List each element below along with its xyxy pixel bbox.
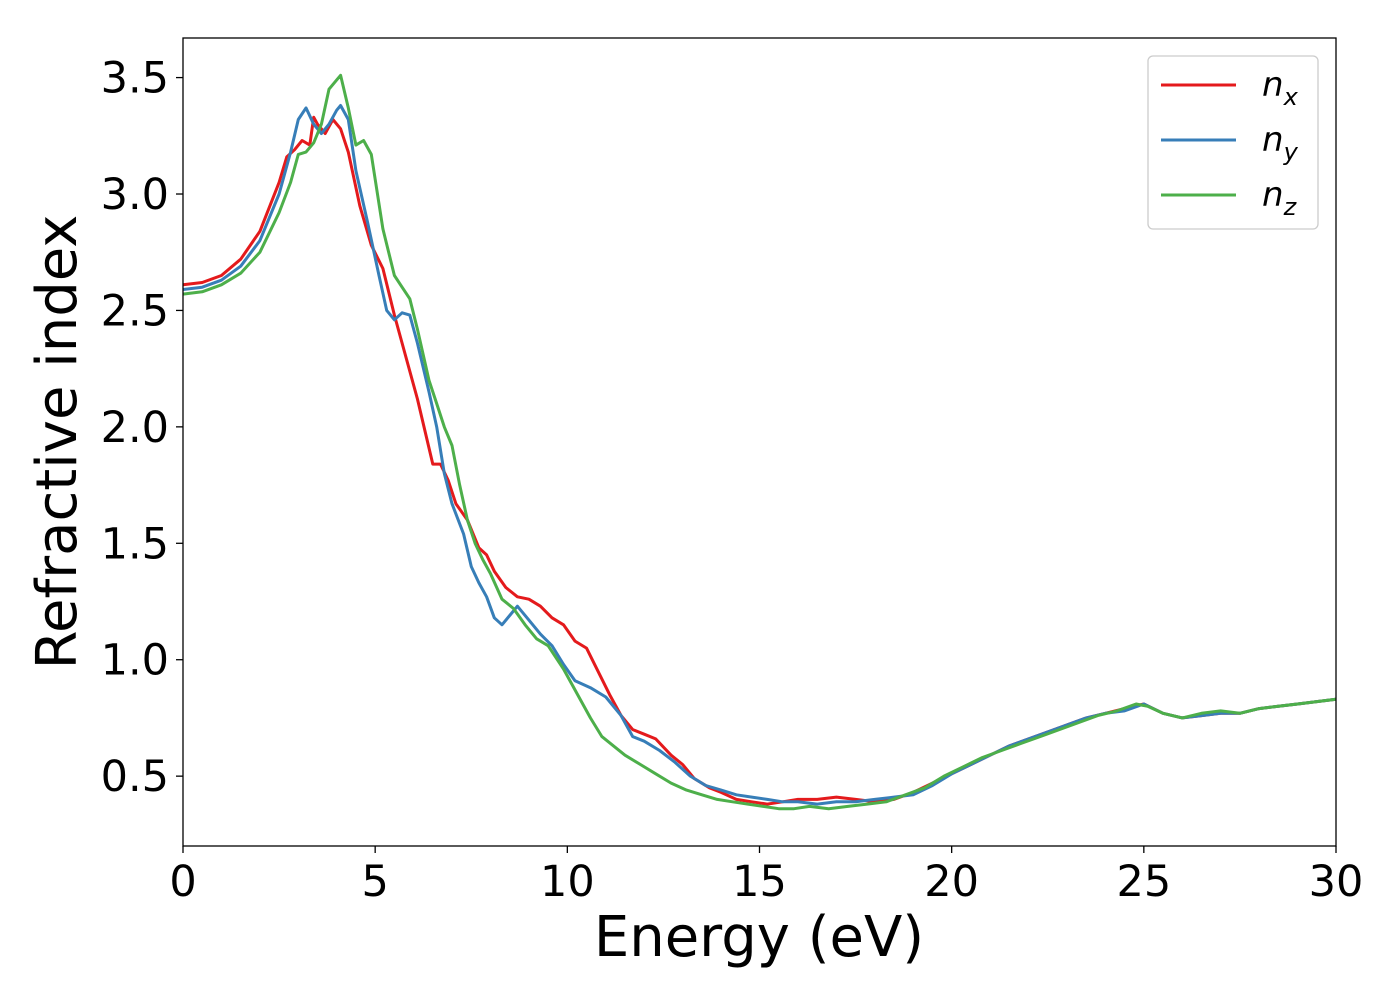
x-tick-label: 15 (732, 857, 787, 907)
series-layer (182, 73, 1337, 811)
y-axis: 0.5 1.0 1.5 2.0 2.5 3.0 3.5 (101, 54, 183, 802)
y-tick-label: 1.0 (101, 636, 169, 686)
series-line-nz (182, 73, 1337, 811)
y-tick-label: 0.5 (101, 752, 169, 802)
x-tick-label: 0 (169, 857, 196, 907)
x-tick-label: 5 (361, 857, 388, 907)
y-axis-label: Refractive index (25, 215, 90, 670)
y-tick-label: 3.5 (101, 54, 169, 104)
x-tick-label: 25 (1116, 857, 1171, 907)
x-tick-label: 20 (924, 857, 979, 907)
series-line-ny (182, 104, 1337, 806)
x-axis-label: Energy (eV) (594, 905, 924, 970)
legend-box (1147, 55, 1319, 230)
y-tick-label: 2.0 (101, 403, 169, 453)
x-axis: 0 5 10 15 20 25 30 (169, 846, 1363, 907)
x-tick-label: 10 (540, 857, 595, 907)
y-tick-label: 2.5 (101, 286, 169, 336)
y-tick-label: 1.5 (101, 519, 169, 569)
x-tick-label: 30 (1309, 857, 1364, 907)
y-tick-label: 3.0 (101, 170, 169, 220)
